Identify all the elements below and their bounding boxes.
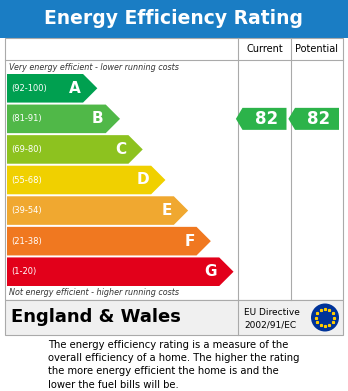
Polygon shape [7, 166, 165, 194]
Text: (92-100): (92-100) [11, 84, 47, 93]
Text: A: A [69, 81, 81, 96]
Text: (69-80): (69-80) [11, 145, 42, 154]
Text: (21-38): (21-38) [11, 237, 42, 246]
Text: Potential: Potential [295, 44, 339, 54]
Text: C: C [115, 142, 126, 157]
Polygon shape [7, 257, 234, 286]
Text: F: F [184, 234, 195, 249]
Polygon shape [7, 104, 120, 133]
Polygon shape [236, 108, 286, 130]
Text: EU Directive: EU Directive [244, 308, 300, 317]
Text: E: E [161, 203, 172, 218]
Text: Very energy efficient - lower running costs: Very energy efficient - lower running co… [9, 63, 179, 72]
Polygon shape [7, 196, 188, 225]
Text: 82: 82 [255, 110, 278, 128]
Text: Current: Current [246, 44, 283, 54]
Text: (1-20): (1-20) [11, 267, 36, 276]
Text: (81-91): (81-91) [11, 114, 42, 123]
Polygon shape [288, 108, 339, 130]
Text: B: B [92, 111, 104, 126]
Bar [0, 0, 348, 38]
Text: Not energy efficient - higher running costs: Not energy efficient - higher running co… [9, 288, 179, 297]
Text: England & Wales: England & Wales [11, 308, 181, 326]
Text: D: D [136, 172, 149, 188]
Circle shape [311, 303, 339, 332]
Text: 2002/91/EC: 2002/91/EC [244, 320, 296, 329]
Bar [5, 300, 343, 335]
Text: (55-68): (55-68) [11, 176, 42, 185]
Polygon shape [7, 135, 143, 164]
Text: Energy Efficiency Rating: Energy Efficiency Rating [45, 9, 303, 29]
Text: (39-54): (39-54) [11, 206, 42, 215]
Text: 82: 82 [307, 110, 331, 128]
Text: The energy efficiency rating is a measure of the
overall efficiency of a home. T: The energy efficiency rating is a measur… [48, 340, 300, 389]
Polygon shape [7, 227, 211, 255]
Polygon shape [7, 74, 97, 102]
Bar [5, 38, 343, 300]
Text: G: G [205, 264, 217, 279]
